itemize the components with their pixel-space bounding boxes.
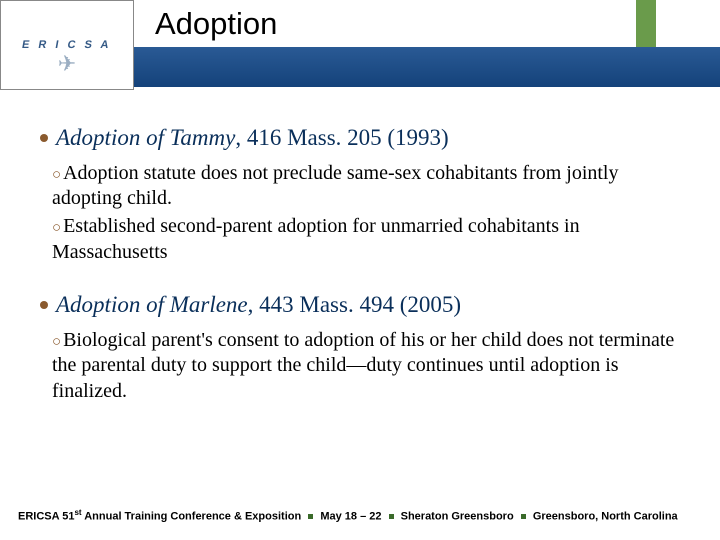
separator-icon	[389, 514, 394, 519]
list-item: ○Adoption statute does not preclude same…	[52, 161, 682, 212]
footer-city: Greensboro, North Carolina	[533, 511, 678, 523]
separator-icon	[521, 514, 526, 519]
point-text: Adoption statute does not preclude same-…	[52, 162, 619, 210]
case-citation: , 443 Mass. 494 (2005)	[248, 292, 461, 317]
bullet-icon	[40, 301, 48, 309]
circle-bullet-icon: ○	[52, 333, 61, 352]
case-heading-2: Adoption of Marlene, 443 Mass. 494 (2005…	[40, 291, 682, 320]
sub-list-1: ○Adoption statute does not preclude same…	[40, 161, 682, 265]
footer-sup: st	[74, 508, 81, 517]
footer-date: May 18 – 22	[320, 511, 381, 523]
separator-icon	[308, 514, 313, 519]
footer: ERICSA 51st Annual Training Conference &…	[18, 508, 702, 523]
case-citation: , 416 Mass. 205 (1993)	[235, 125, 448, 150]
logo-text: E R I C S A	[21, 39, 113, 51]
case-title-italic: Adoption of Tammy	[56, 125, 235, 150]
bullet-icon	[40, 134, 48, 142]
footer-event: Annual Training Conference & Exposition	[82, 511, 302, 523]
header: Adoption E R I C S A ✈	[0, 0, 720, 90]
point-text: Biological parent's consent to adoption …	[52, 329, 674, 402]
footer-org: ERICSA 51	[18, 511, 74, 523]
sub-list-2: ○Biological parent's consent to adoption…	[40, 328, 682, 405]
slide-title: Adoption	[155, 6, 277, 42]
content-area: Adoption of Tammy, 416 Mass. 205 (1993) …	[0, 90, 720, 405]
case-title-italic: Adoption of Marlene	[56, 292, 248, 317]
point-text: Established second-parent adoption for u…	[52, 215, 580, 263]
list-item: ○Established second-parent adoption for …	[52, 214, 682, 265]
logo-box: E R I C S A ✈	[0, 0, 134, 90]
circle-bullet-icon: ○	[52, 166, 61, 185]
airplane-icon: ✈	[58, 51, 76, 77]
circle-bullet-icon: ○	[52, 219, 61, 238]
list-item: ○Biological parent's consent to adoption…	[52, 328, 682, 405]
footer-venue: Sheraton Greensboro	[401, 511, 514, 523]
case-heading-1: Adoption of Tammy, 416 Mass. 205 (1993)	[40, 124, 682, 153]
accent-square	[636, 0, 656, 47]
